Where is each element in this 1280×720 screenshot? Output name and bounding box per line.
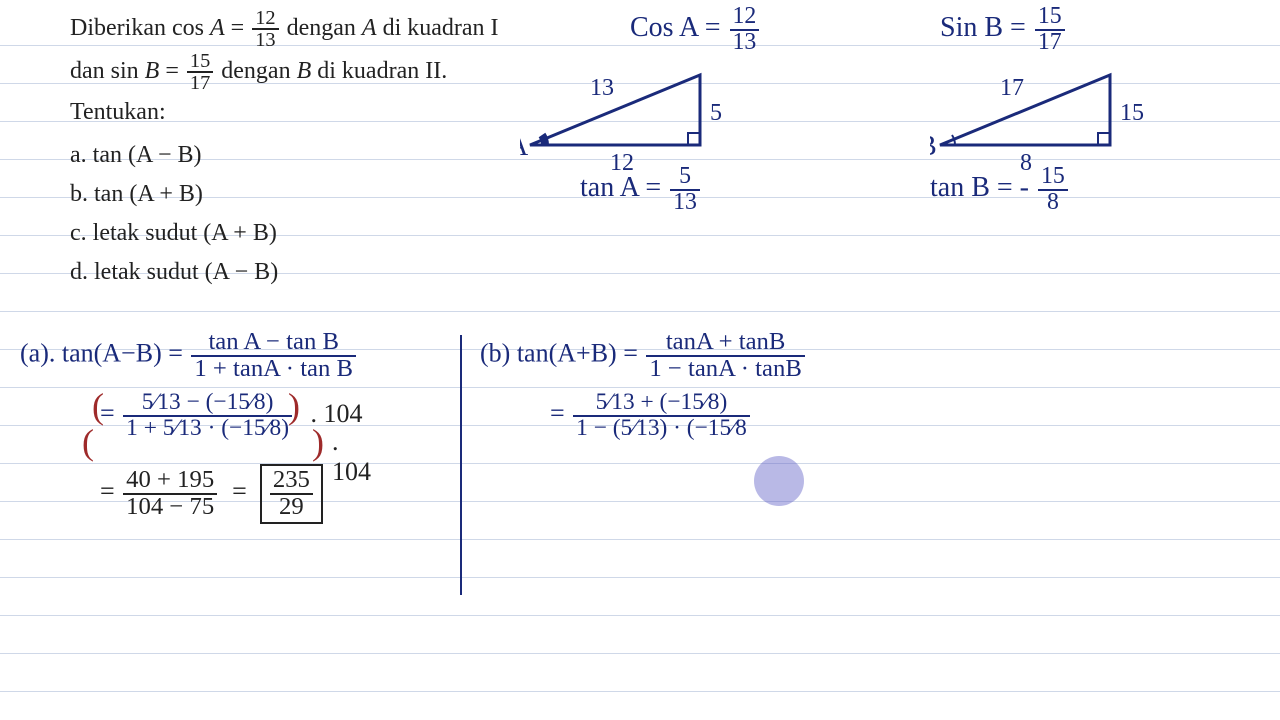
t: 13 — [730, 31, 760, 55]
item-c: c. letak sudut (A + B) — [70, 215, 500, 252]
t: 15 — [187, 51, 213, 73]
t: di kuadran II. — [311, 58, 447, 84]
problem-list: a. tan (A − B) b. tan (A + B) c. letak s… — [70, 137, 500, 292]
cosA-expr: Cos A = 1213 — [630, 5, 761, 55]
t: 5 — [670, 165, 700, 191]
hyp-b: 17 — [1000, 75, 1024, 101]
t: di kuadran I — [377, 15, 499, 41]
t: 1 + 5⁄13 · (−15⁄8) — [123, 417, 292, 440]
opp-a: 5 — [710, 100, 722, 126]
t: dengan — [215, 58, 296, 84]
t: = — [159, 58, 185, 84]
vertex-a: A — [520, 131, 529, 162]
t: tan(A−B) = — [62, 339, 183, 368]
t: tan A − tan B — [191, 330, 356, 357]
t: = — [225, 15, 251, 41]
sinB-expr: Sin B = 1517 — [940, 5, 1067, 55]
t: B — [145, 58, 160, 84]
answer-a-box: 235 29 — [260, 464, 323, 523]
frac-12-13: 1213 — [252, 8, 278, 51]
t: 5⁄13 + (−15⁄8) — [573, 391, 750, 416]
item-b: b. tan (A + B) — [70, 176, 500, 213]
t: 17 — [1035, 31, 1065, 55]
t: 1 + tanA · tan B — [191, 357, 356, 382]
t: Sin B = — [940, 12, 1033, 43]
problem-line3: Tentukan: — [70, 94, 500, 131]
tanB-expr: tan B = - 158 — [930, 165, 1070, 215]
problem-text: Diberikan cos A = 1213 dengan A di kuadr… — [70, 8, 500, 294]
t: tan(A+B) = — [517, 339, 638, 368]
problem-line1: Diberikan cos A = 1213 dengan A di kuadr… — [70, 8, 500, 51]
item-a: a. tan (A − B) — [70, 137, 500, 174]
work-b-line2: = 5⁄13 + (−15⁄8) 1 − (5⁄13) · (−15⁄8 — [550, 391, 807, 440]
t: 1 − tanA · tanB — [646, 357, 804, 382]
t: tan B = - — [930, 172, 1036, 203]
t: 40 + 195 — [123, 468, 217, 495]
t: (b) — [480, 339, 510, 368]
t: (a). — [20, 339, 55, 368]
t: Diberikan cos — [70, 15, 210, 41]
t: tan A = — [580, 172, 668, 203]
work-a-line2: ( ) ( ) = 5⁄13 − (−15⁄8) 1 + 5⁄13 · (−15… — [100, 391, 363, 440]
hyp-a: 13 — [590, 75, 614, 101]
t: 1 − (5⁄13) · (−15⁄8 — [573, 417, 750, 440]
t: Cos A = — [630, 12, 728, 43]
vertex-b: B — [930, 131, 937, 162]
t: 17 — [187, 73, 213, 93]
t: 12 — [730, 5, 760, 31]
t: 5⁄13 − (−15⁄8) — [123, 391, 292, 416]
t: tanA + tanB — [646, 330, 804, 357]
t: A — [210, 15, 225, 41]
t: 235 — [270, 468, 313, 495]
mult-104-bot: . 104 — [332, 427, 371, 487]
frac-15-17: 1517 — [187, 51, 213, 94]
triangle-a: 13 5 12 A — [520, 55, 750, 175]
t: 104 − 75 — [123, 495, 217, 520]
t: dengan — [281, 15, 362, 41]
opp-b: 15 — [1120, 100, 1144, 126]
cursor-highlight — [754, 456, 804, 506]
work-a-line3: = 40 + 195 104 − 75 = 235 29 — [100, 464, 363, 523]
t: 13 — [252, 30, 278, 50]
work-a-line1: (a). tan(A−B) = tan A − tan B 1 + tanA ·… — [20, 330, 363, 381]
item-d: d. letak sudut (A − B) — [70, 254, 500, 291]
t: A — [362, 15, 377, 41]
t: 15 — [1035, 5, 1065, 31]
vertical-divider — [460, 335, 462, 595]
t: B — [297, 58, 312, 84]
t: 29 — [270, 495, 313, 520]
work-b: (b) tan(A+B) = tanA + tanB 1 − tanA · ta… — [480, 330, 807, 440]
work-b-line1: (b) tan(A+B) = tanA + tanB 1 − tanA · ta… — [480, 330, 807, 381]
tanA-expr: tan A = 513 — [580, 165, 702, 215]
t: dan sin — [70, 58, 145, 84]
problem-line2: dan sin B = 1517 dengan B di kuadran II. — [70, 51, 500, 94]
t: 13 — [670, 191, 700, 215]
t: 15 — [1038, 165, 1068, 191]
work-a: (a). tan(A−B) = tan A − tan B 1 + tanA ·… — [20, 330, 363, 524]
t: 12 — [252, 8, 278, 30]
triangle-b: 17 15 8 B — [930, 55, 1160, 175]
t: 8 — [1038, 191, 1068, 215]
